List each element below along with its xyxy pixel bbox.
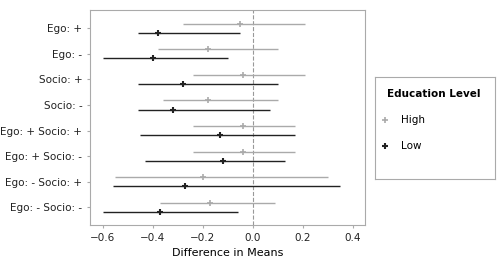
Text: Low: Low — [402, 141, 422, 152]
Text: High: High — [402, 115, 425, 125]
X-axis label: Difference in Means: Difference in Means — [172, 249, 283, 256]
Text: Education Level: Education Level — [387, 89, 480, 99]
